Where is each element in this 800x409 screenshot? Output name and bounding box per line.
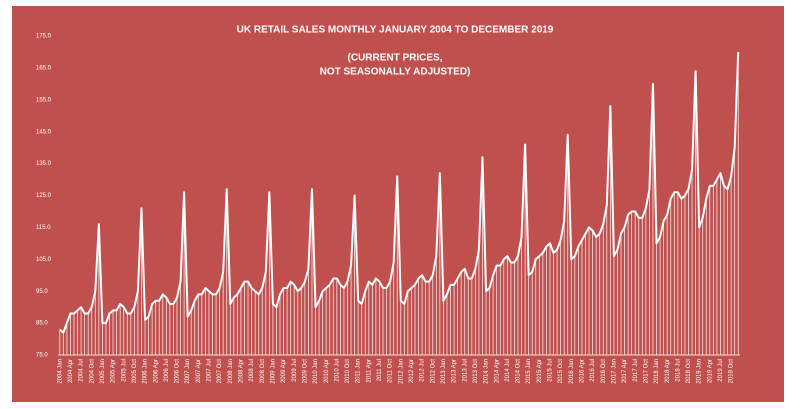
y-tick-label: 165.0 <box>36 65 52 71</box>
y-tick-label: 95.0 <box>36 289 48 295</box>
x-tick-label: 2011 Jul <box>377 359 383 381</box>
x-tick-label: 2016 Jul <box>590 359 596 382</box>
line <box>59 51 740 334</box>
x-tick-label: 2017 Oct <box>643 359 649 384</box>
x-tick-label: 2007 Jul <box>207 359 213 382</box>
x-tick-label: 2005 Oct <box>132 359 138 384</box>
x-tick-label: 2009 Jan <box>270 359 276 384</box>
chart-title: UK RETAIL SALES MONTHLY JANUARY 2004 TO … <box>237 25 554 36</box>
x-tick-label: 2011 Apr <box>366 359 372 383</box>
x-tick-label: 2013 Apr <box>452 359 458 383</box>
x-tick-label: 2013 Jul <box>462 359 468 382</box>
x-tick-label: 2009 Jul <box>292 359 298 382</box>
x-tick-label: 2008 Apr <box>239 359 245 383</box>
x-tick-label: 2014 Apr <box>494 359 500 383</box>
x-tick-label: 2012 Oct <box>430 359 436 384</box>
x-tick-label: 2019 Apr <box>707 359 713 383</box>
y-tick-label: 105.0 <box>36 257 52 263</box>
x-tick-label: 2017 Apr <box>622 359 628 383</box>
x-tick-label: 2004 Jul <box>79 359 85 382</box>
x-tick-label: 2019 Oct <box>729 359 735 384</box>
y-tick-label: 115.0 <box>36 225 51 231</box>
x-tick-label: 2015 Apr <box>537 359 543 383</box>
chart-subtitle: (CURRENT PRICES, <box>347 53 442 64</box>
x-tick-label: 2012 Jul <box>420 359 426 382</box>
y-tick-label: 85.0 <box>36 321 48 327</box>
x-tick-label: 2011 Oct <box>388 359 394 383</box>
x-tick-label: 2006 Jul <box>164 359 170 382</box>
x-tick-label: 2005 Apr <box>111 359 117 383</box>
x-tick-label: 2015 Oct <box>558 359 564 384</box>
x-tick-label: 2010 Jan <box>313 359 319 384</box>
x-tick-label: 2006 Jan <box>143 359 149 384</box>
x-tick-label: 2007 Oct <box>217 359 223 384</box>
x-tick-label: 2011 Jan <box>356 359 362 383</box>
x-tick-label: 2018 Jan <box>654 359 660 384</box>
x-tick-label: 2009 Oct <box>302 359 308 384</box>
x-tick-label: 2008 Oct <box>260 359 266 384</box>
y-tick-label: 135.0 <box>36 161 52 167</box>
x-tick-label: 2012 Jan <box>398 359 404 384</box>
x-tick-label: 2014 Oct <box>516 359 522 384</box>
x-tick-label: 2008 Jul <box>249 359 255 382</box>
x-tick-label: 2010 Jul <box>334 359 340 382</box>
x-tick-label: 2017 Jul <box>633 359 639 382</box>
x-tick-label: 2006 Apr <box>153 359 159 383</box>
x-tick-label: 2017 Jan <box>611 359 617 384</box>
x-tick-label: 2016 Jan <box>569 359 575 384</box>
x-tick-label: 2005 Jan <box>100 359 106 384</box>
y-tick-label: 175.0 <box>36 34 52 40</box>
x-tick-label: 2014 Jul <box>505 359 511 382</box>
x-tick-label: 2004 Jan <box>57 359 63 384</box>
x-tick-label: 2007 Apr <box>196 359 202 383</box>
x-tick-label: 2013 Jan <box>441 359 447 384</box>
y-tick-label: 125.0 <box>36 193 52 199</box>
x-tick-label: 2005 Jul <box>121 359 127 382</box>
x-tick-label: 2007 Jan <box>185 359 191 384</box>
x-tick-label: 2018 Jul <box>675 359 681 382</box>
y-tick-label: 75.0 <box>36 353 48 359</box>
x-tick-label: 2015 Jul <box>548 359 554 382</box>
x-tick-label: 2019 Jul <box>718 359 724 382</box>
x-tick-label: 2009 Apr <box>281 359 287 383</box>
x-tick-label: 2006 Oct <box>175 359 181 384</box>
x-tick-label: 2004 Apr <box>68 359 74 383</box>
x-tick-label: 2012 Apr <box>409 359 415 383</box>
x-tick-label: 2016 Oct <box>601 359 607 384</box>
x-tick-label: 2016 Apr <box>580 359 586 383</box>
x-tick-label: 2013 Oct <box>473 359 479 384</box>
x-tick-label: 2014 Jan <box>484 359 490 384</box>
x-tick-label: 2010 Apr <box>324 359 330 383</box>
chart-subtitle: NOT SEASONALLY ADJUSTED) <box>320 67 471 78</box>
x-tick-label: 2018 Apr <box>665 359 671 383</box>
x-tick-label: 2010 Oct <box>345 359 351 384</box>
x-tick-label: 2004 Oct <box>89 359 95 384</box>
x-tick-label: 2008 Jan <box>228 359 234 384</box>
x-tick-label: 2015 Jan <box>526 359 532 384</box>
y-tick-label: 155.0 <box>36 97 52 103</box>
x-tick-label: 2019 Jan <box>697 359 703 384</box>
y-tick-label: 145.0 <box>36 129 52 135</box>
x-tick-label: 2018 Oct <box>686 359 692 384</box>
